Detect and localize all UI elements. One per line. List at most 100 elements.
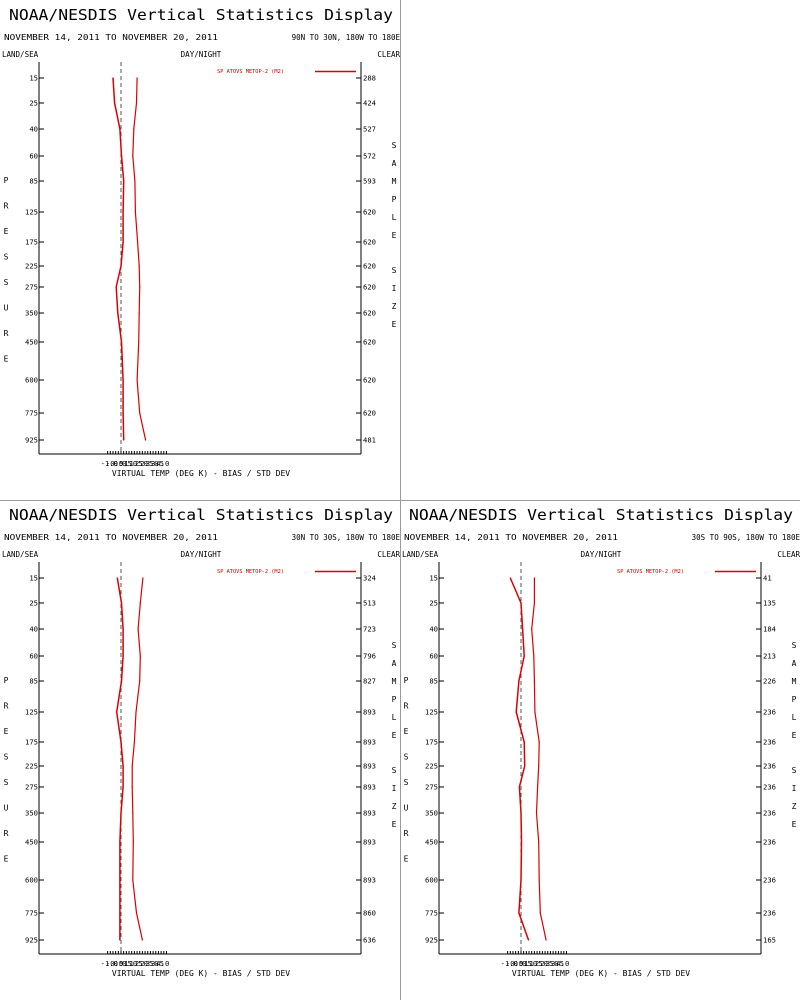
sample-size-label: 636: [363, 936, 376, 945]
sample-size-axis-letter: I: [792, 784, 797, 793]
std-dev-point: [138, 341, 140, 343]
sample-size-axis-letter: Z: [392, 802, 397, 811]
x-tick-label: 2.5: [540, 959, 553, 968]
x-tick-label: 3.5: [151, 959, 164, 968]
std-dev-line: [531, 578, 547, 941]
sample-size-label: 893: [363, 738, 376, 747]
pressure-level-label: 225: [25, 762, 38, 771]
bias-point: [120, 680, 123, 682]
std-dev-point: [133, 741, 135, 743]
x-minor-ticks: [507, 951, 567, 954]
x-tick-label: 4.0: [156, 959, 169, 968]
sample-size-axis-letter: S: [392, 266, 397, 275]
pressure-level-label: 85: [429, 677, 438, 686]
std-dev-point: [139, 602, 141, 604]
sample-size-label: 424: [363, 99, 376, 108]
pressure-axis-letter: R: [4, 702, 9, 711]
chart-panel-90n-30n: NOAA/NESDIS Vertical Statistics Display N…: [0, 0, 400, 500]
std-dev-point: [538, 765, 540, 767]
sample-size-label: 324: [363, 574, 376, 583]
pressure-level-label: 40: [29, 125, 38, 134]
pressure-level-label: 775: [425, 909, 438, 918]
bias-point: [120, 265, 122, 267]
sample-size-axis-letter: P: [792, 695, 797, 704]
pressure-axis-letter: S: [4, 778, 9, 787]
bias-point: [527, 939, 530, 941]
std-dev-point: [136, 77, 138, 79]
panel-background: [400, 500, 800, 1000]
pressure-level-label: 60: [29, 652, 38, 661]
pressure-level-label: 350: [25, 809, 38, 818]
pressure-axis-letter: U: [4, 804, 9, 813]
bias-point: [120, 155, 123, 157]
pressure-level-label: 40: [429, 625, 438, 634]
std-dev-point: [141, 939, 143, 941]
bias-point: [120, 812, 122, 814]
sample-size-label: 620: [363, 262, 376, 271]
sample-size-label: 620: [363, 338, 376, 347]
chart-date-range: NOVEMBER 14, 2011 TO NOVEMBER 20, 2011: [404, 533, 618, 542]
pressure-level-label: 25: [29, 599, 38, 608]
std-dev-point: [132, 155, 134, 157]
bias-series: [509, 577, 530, 941]
std-dev-point: [537, 786, 539, 788]
pressure-axis-letter: S: [4, 253, 9, 262]
pressure-axis-letter: E: [4, 727, 9, 736]
x-tick-label: 1.5: [130, 459, 143, 468]
bias-point: [509, 577, 511, 579]
pressure-axis-letter: E: [4, 855, 9, 864]
sample-size-axis-letter: A: [392, 659, 397, 668]
bias-point: [523, 655, 525, 657]
pressure-level-label: 450: [25, 338, 38, 347]
pressure-axis-letter: U: [404, 804, 409, 813]
std-dev-point: [136, 379, 138, 381]
x-tick-label: 0.0: [514, 959, 527, 968]
x-tick-label: 2.0: [135, 959, 148, 968]
pressure-level-label: 125: [25, 208, 38, 217]
sample-size-label: 527: [363, 125, 376, 134]
std-dev-point: [545, 939, 547, 941]
chart-title: NOAA/NESDIS Vertical Statistics Display: [409, 506, 793, 524]
sample-size-axis-letter: P: [392, 195, 397, 204]
std-dev-point: [142, 577, 144, 579]
x-tick-label: 3.0: [546, 959, 559, 968]
bias-point: [520, 879, 522, 881]
std-dev-point: [132, 812, 134, 814]
sample-size-label: 213: [763, 652, 776, 661]
pressure-level-label: 15: [29, 574, 38, 583]
sample-size-label: 620: [363, 238, 376, 247]
pressure-level-label: 15: [29, 74, 38, 83]
pressure-axis-letter: E: [404, 727, 409, 736]
sample-size-label: 893: [363, 876, 376, 885]
bias-line: [112, 77, 125, 441]
x-tick-label: -0.5: [106, 959, 123, 968]
pressure-level-label: 175: [25, 738, 38, 747]
sample-size-axis-letter: L: [392, 213, 397, 222]
sample-size-axis-letter: I: [392, 784, 397, 793]
bias-point: [518, 786, 520, 788]
pressure-level-label: 600: [25, 876, 38, 885]
std-dev-point: [138, 312, 140, 314]
bias-point: [520, 841, 523, 843]
chart-date-range: NOVEMBER 14, 2011 TO NOVEMBER 20, 2011: [4, 533, 218, 542]
bias-point: [515, 711, 517, 713]
sample-size-label: 513: [363, 599, 376, 608]
clear-label: CLEAR: [377, 550, 400, 559]
pressure-level-label: 925: [425, 936, 438, 945]
pressure-level-label: 775: [25, 409, 38, 418]
bias-point: [120, 602, 123, 604]
bias-point: [518, 680, 520, 682]
sample-size-label: 620: [363, 283, 376, 292]
chart-date-range: NOVEMBER 14, 2011 TO NOVEMBER 20, 2011: [4, 33, 218, 42]
x-tick-label: 2.0: [135, 459, 148, 468]
sample-size-axis-letter: M: [392, 177, 397, 186]
sample-size-axis-letter: I: [392, 284, 397, 293]
bias-point: [122, 379, 124, 381]
bias-point: [123, 439, 125, 441]
bias-point: [122, 655, 124, 657]
pressure-axis-letter: R: [4, 829, 9, 838]
sample-size-label: 893: [363, 838, 376, 847]
std-dev-point: [135, 102, 138, 104]
pressure-level-label: 350: [425, 809, 438, 818]
bias-point: [522, 628, 524, 630]
